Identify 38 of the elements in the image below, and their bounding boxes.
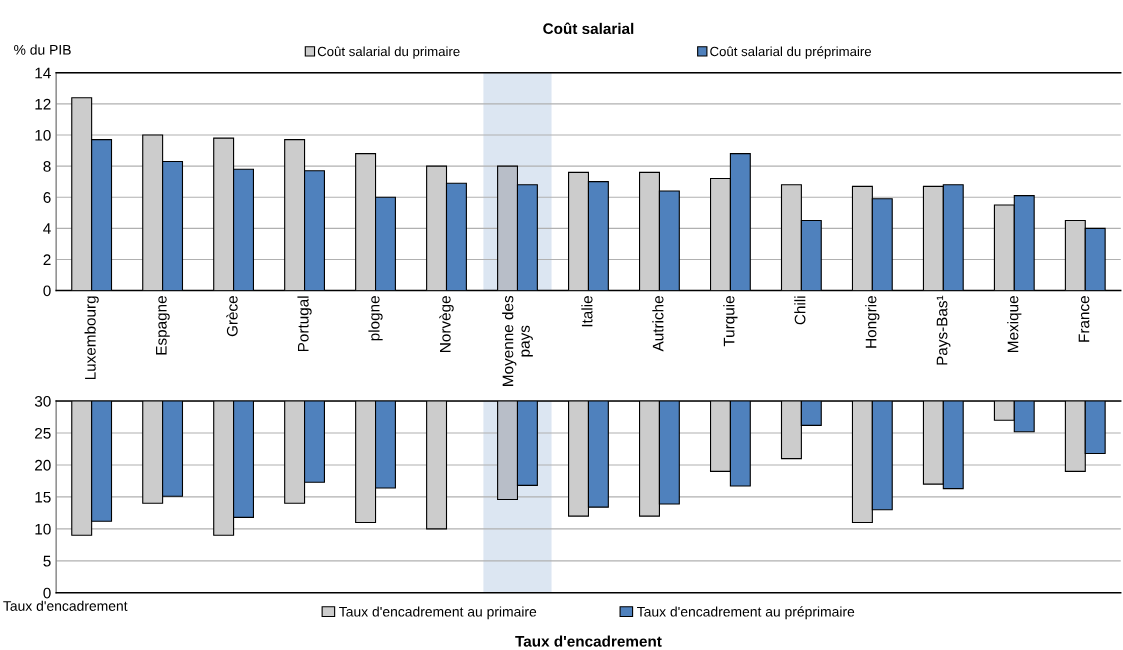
x-tick-label: Luxembourg bbox=[84, 296, 99, 380]
legend-label: Coût salarial du primaire bbox=[317, 46, 460, 59]
y-axis-title: % du PIB bbox=[14, 44, 71, 55]
x-tick-label: Chili bbox=[794, 296, 806, 325]
x-tick-label: France bbox=[1078, 296, 1090, 342]
x-tick-label: Moyenne des pays bbox=[502, 295, 533, 386]
x-tick-label: Norvège bbox=[439, 296, 454, 352]
y-tick-label: 15 bbox=[35, 491, 51, 503]
text: Taux d'encadrement bbox=[515, 635, 662, 647]
x-tick-label: Portugal bbox=[297, 296, 312, 352]
y-tick-label: 10 bbox=[35, 523, 51, 535]
y-tick-label: 6 bbox=[43, 192, 51, 203]
x-tick-label: Mexique bbox=[1007, 296, 1022, 352]
y-tick-label: 10 bbox=[35, 129, 51, 141]
legend-label: Taux d'encadrement au primaire bbox=[339, 606, 537, 620]
y-tick-label: 14 bbox=[35, 67, 51, 79]
y-tick-label: 12 bbox=[35, 98, 51, 110]
legend-label: Taux d'encadrement au préprimaire bbox=[637, 606, 855, 620]
x-tick-label: Pays-Bas¹ bbox=[936, 295, 951, 365]
y-tick-label: 0 bbox=[43, 285, 51, 297]
x-tick-label: Hongrie bbox=[865, 296, 880, 348]
y-tick-label: 20 bbox=[35, 459, 51, 471]
y-tick-label: 4 bbox=[43, 223, 51, 234]
y-axis-title: Taux d'encadrement bbox=[3, 600, 128, 611]
chart-title: Coût salarial bbox=[543, 22, 634, 35]
y-tick-label: 5 bbox=[43, 555, 51, 567]
legend-label: Coût salarial du préprimaire bbox=[710, 46, 872, 59]
x-tick-label: plogne bbox=[368, 296, 383, 341]
y-tick-label: 30 bbox=[34, 395, 51, 407]
x-tick-label: Grèce bbox=[226, 296, 238, 337]
y-tick-label: 0 bbox=[43, 587, 51, 599]
x-tick-label: Autriche bbox=[652, 296, 664, 352]
x-tick-label: Italie bbox=[581, 296, 593, 327]
x-tick-label: Turquie bbox=[723, 296, 738, 347]
y-tick-label: 8 bbox=[43, 160, 51, 172]
x-tick-label: Espagne bbox=[156, 296, 170, 355]
y-tick-label: 2 bbox=[43, 254, 51, 265]
y-tick-label: 25 bbox=[35, 427, 51, 439]
